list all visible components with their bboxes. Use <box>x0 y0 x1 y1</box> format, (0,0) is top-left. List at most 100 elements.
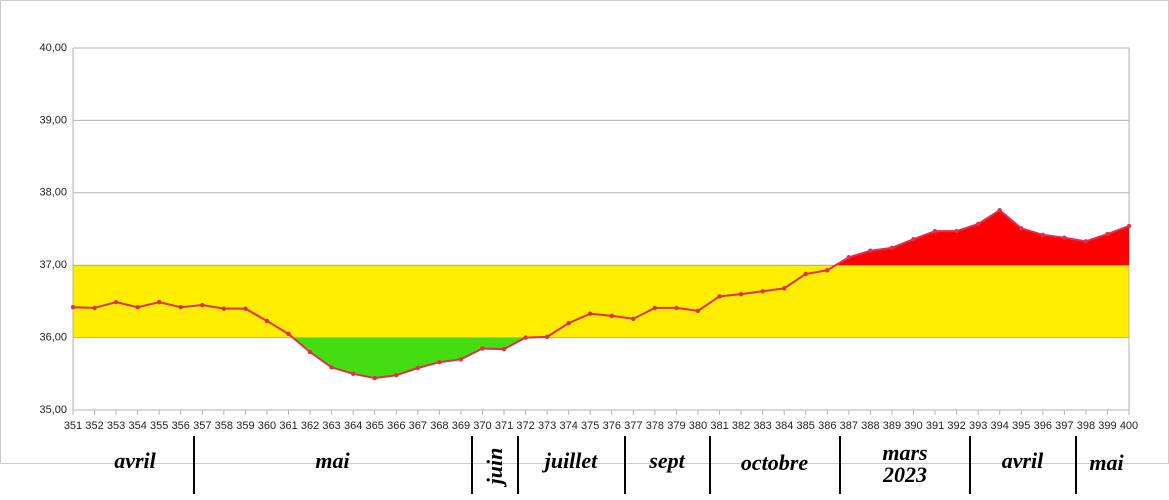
point <box>825 268 830 273</box>
x-tick-label: 399 <box>1098 420 1116 432</box>
x-tick-label: 382 <box>732 420 750 432</box>
x-tick-label: 380 <box>689 420 707 432</box>
point <box>135 304 140 310</box>
point <box>350 371 356 376</box>
point <box>501 346 507 352</box>
x-tick-label: 361 <box>279 420 297 432</box>
point <box>1105 231 1110 237</box>
month-label: mai <box>315 448 350 473</box>
area <box>835 210 1129 266</box>
x-tick-label: 354 <box>128 420 146 432</box>
x-tick-label: 366 <box>387 420 405 432</box>
x-tick-label: 355 <box>150 420 168 432</box>
x-tick-label: 364 <box>344 420 362 432</box>
x-tick-label: 351 <box>64 420 82 432</box>
x-tick-label: 376 <box>603 420 621 432</box>
point <box>717 294 722 299</box>
x-tick-label: 360 <box>258 420 276 432</box>
point <box>372 375 377 381</box>
point <box>803 271 808 277</box>
x-tick-label: 396 <box>1034 420 1052 432</box>
point <box>178 304 183 310</box>
month-label: mai <box>1089 450 1124 475</box>
x-tick-label: 369 <box>452 420 470 432</box>
x-tick-label: 370 <box>473 420 491 432</box>
x-tick-label: 392 <box>947 420 965 432</box>
point <box>286 331 291 337</box>
x-tick-label: 372 <box>516 420 534 432</box>
point <box>566 320 571 326</box>
point <box>1126 223 1132 229</box>
y-tick-label: 40,00 <box>39 42 67 54</box>
point <box>1083 239 1089 244</box>
point <box>113 299 119 305</box>
point <box>674 305 679 311</box>
x-tick-label: 359 <box>236 420 254 432</box>
y-tick-label: 37,00 <box>39 259 67 271</box>
point <box>588 311 593 316</box>
month-label: sept <box>649 448 685 473</box>
point <box>92 305 97 311</box>
x-tick-label: 389 <box>883 420 901 432</box>
point <box>889 245 895 251</box>
month-label: juillet <box>544 448 598 473</box>
point <box>997 207 1002 213</box>
point <box>781 286 787 291</box>
x-tick-label: 356 <box>172 420 190 432</box>
x-tick-label: 352 <box>85 420 103 432</box>
x-tick-label: 395 <box>1012 420 1030 432</box>
point <box>846 255 852 260</box>
x-tick-label: 375 <box>581 420 599 432</box>
point <box>932 228 938 234</box>
point <box>954 228 959 234</box>
x-tick-label: 365 <box>366 420 384 432</box>
point <box>975 221 981 227</box>
x-tick-label: 381 <box>710 420 728 432</box>
point <box>652 305 658 311</box>
x-tick-label: 386 <box>818 420 836 432</box>
x-tick-label: 363 <box>322 420 340 432</box>
y-tick-label: 36,00 <box>39 332 67 344</box>
x-tick-label: 385 <box>797 420 815 432</box>
point <box>544 334 550 340</box>
x-tick-label: 367 <box>409 420 427 432</box>
month-label: avril <box>1001 448 1044 473</box>
x-tick-label: 398 <box>1077 420 1095 432</box>
point <box>243 306 248 311</box>
point <box>631 316 636 321</box>
point <box>523 335 528 340</box>
x-tick-label: 377 <box>624 420 642 432</box>
x-tick-label: 393 <box>969 420 987 432</box>
point <box>157 299 162 305</box>
point <box>760 289 765 294</box>
x-tick-label: 390 <box>904 420 922 432</box>
point <box>458 357 464 362</box>
x-tick-label: 388 <box>861 420 879 432</box>
point <box>70 304 76 310</box>
point <box>1019 226 1024 231</box>
x-tick-label: 362 <box>301 420 319 432</box>
series-line <box>72 208 1130 380</box>
month-label: juin <box>482 447 507 485</box>
point <box>609 313 614 319</box>
y-tick-label: 39,00 <box>39 114 67 126</box>
point <box>868 248 873 253</box>
point <box>911 236 916 242</box>
x-tick-label: 373 <box>538 420 556 432</box>
point <box>695 308 701 314</box>
x-tick-label: 397 <box>1055 420 1073 432</box>
x-tick-label: 368 <box>430 420 448 432</box>
x-tick-label: 357 <box>193 420 211 432</box>
point <box>200 302 205 308</box>
x-tick-label: 391 <box>926 420 944 432</box>
point <box>1040 232 1045 237</box>
x-tick-label: 358 <box>215 420 233 432</box>
x-tick-label: 371 <box>495 420 513 432</box>
y-tick-label: 35,00 <box>39 404 67 416</box>
x-tick-label: 383 <box>753 420 771 432</box>
point <box>329 365 334 370</box>
point <box>394 373 399 378</box>
x-tick-label: 394 <box>991 420 1009 432</box>
x-tick-label: 400 <box>1120 420 1138 432</box>
